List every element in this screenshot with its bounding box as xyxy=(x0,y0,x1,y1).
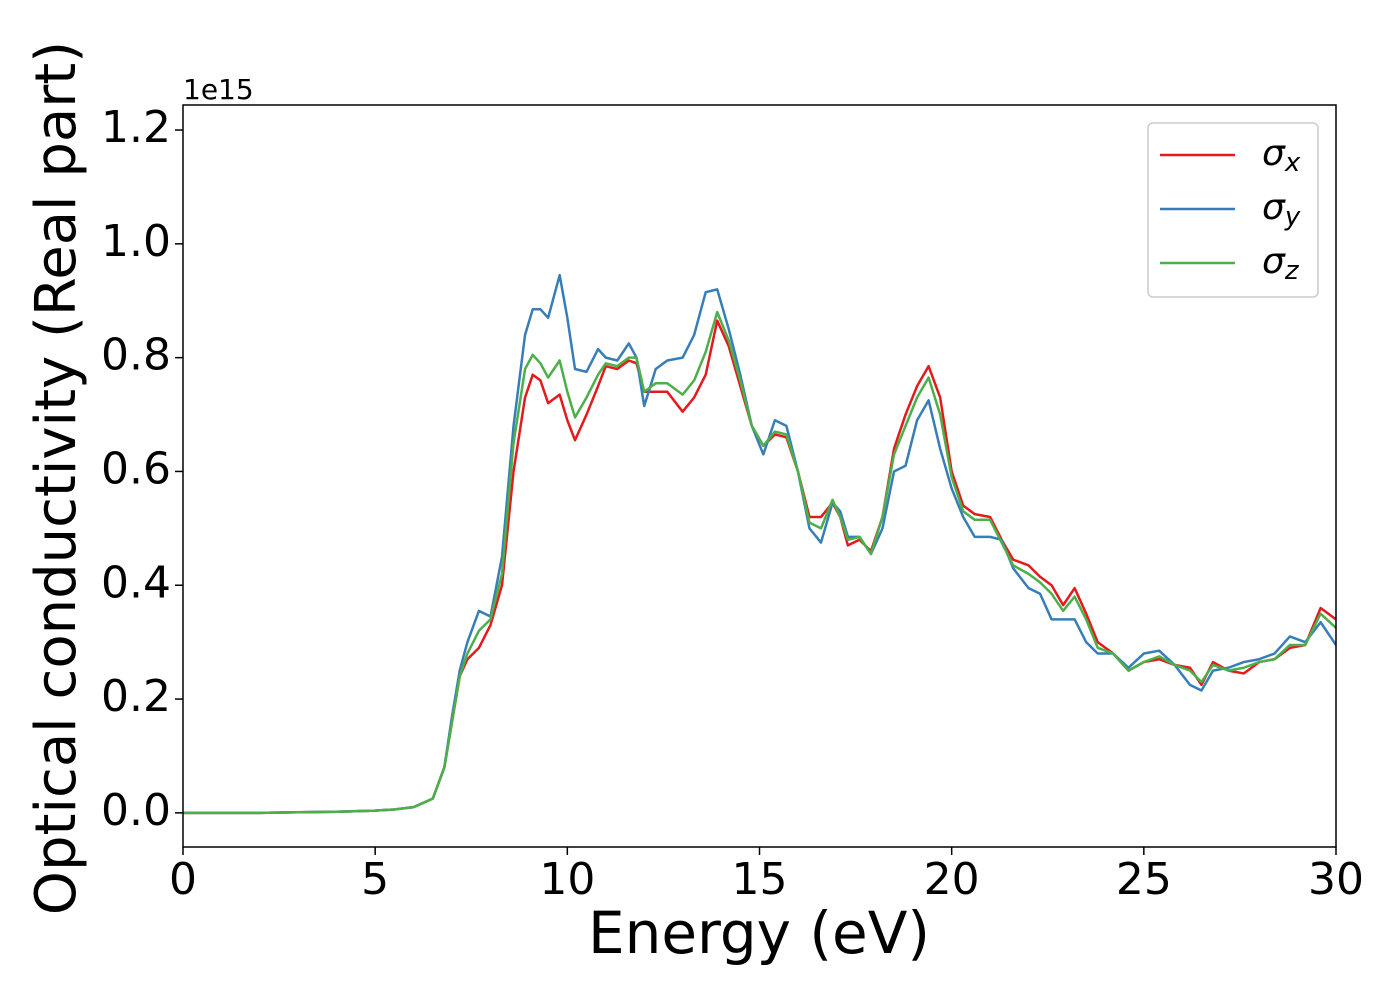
series-line xyxy=(183,310,1336,815)
x-tick-label: 5 xyxy=(361,854,389,905)
y-tick-label: 0.6 xyxy=(101,443,171,494)
x-tick-label: 10 xyxy=(539,854,595,905)
x-tick-label: 30 xyxy=(1308,854,1364,905)
offset-label: 1e15 xyxy=(183,73,254,106)
x-tick-label: 0 xyxy=(169,854,197,905)
y-tick-label: 1.2 xyxy=(101,102,171,153)
plot-frame xyxy=(182,104,1337,848)
y-tick-label: 0.4 xyxy=(101,557,171,608)
plot-area xyxy=(183,273,1336,815)
y-tick-label: 0.0 xyxy=(101,785,171,836)
x-axis-label: Energy (eV) xyxy=(588,899,930,967)
y-tick-label: 1.0 xyxy=(101,216,171,267)
x-tick-label: 20 xyxy=(924,854,980,905)
y-tick-label: 0.2 xyxy=(101,671,171,722)
legend-label: σy xyxy=(1262,187,1301,232)
x-tick-label: 15 xyxy=(732,854,788,905)
x-tick-label: 25 xyxy=(1116,854,1172,905)
series-line xyxy=(183,319,1336,815)
legend-label: σz xyxy=(1262,241,1300,286)
series-line xyxy=(183,273,1336,815)
y-axis-label: Optical conductivity (Real part) xyxy=(24,41,89,915)
legend-label: σx xyxy=(1262,133,1301,178)
y-tick-label: 0.8 xyxy=(101,330,171,381)
